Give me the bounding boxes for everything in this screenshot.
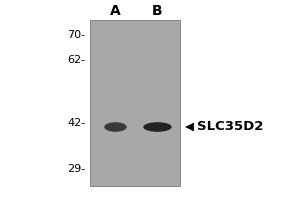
Text: 70-: 70- — [68, 30, 85, 40]
Text: 42-: 42- — [67, 118, 86, 128]
Text: B: B — [152, 4, 163, 18]
Text: SLC35D2: SLC35D2 — [196, 120, 263, 134]
Bar — [90, 20, 180, 186]
Text: 29-: 29- — [67, 164, 86, 174]
Ellipse shape — [143, 122, 172, 132]
Ellipse shape — [104, 122, 127, 132]
Text: 62-: 62- — [68, 55, 85, 65]
Text: A: A — [110, 4, 121, 18]
